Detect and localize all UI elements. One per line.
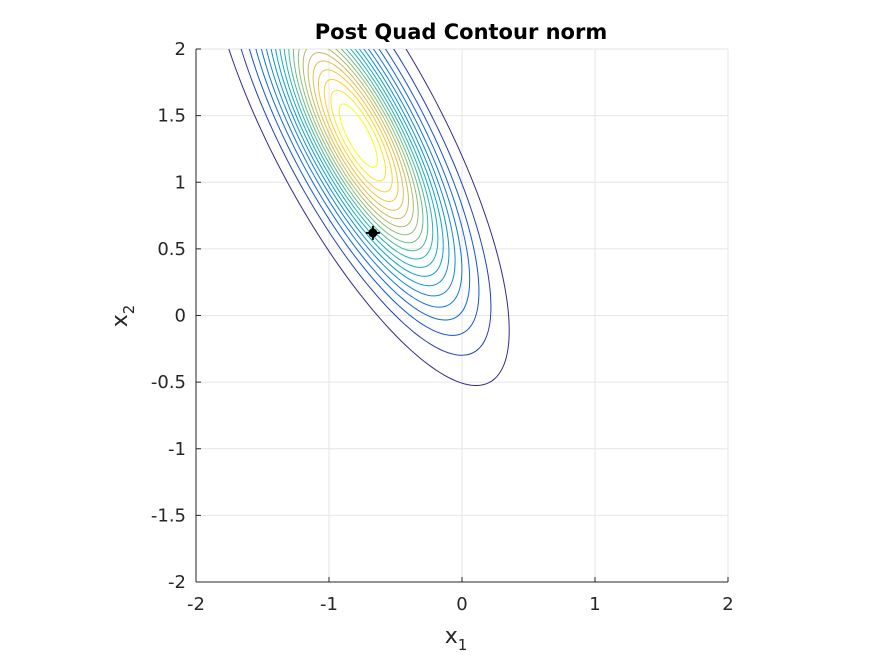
y-axis-label-sub: 2: [120, 305, 138, 315]
x-axis-label: x1: [445, 624, 468, 654]
axes: [195, 48, 729, 583]
y-axis-label-base: x: [108, 314, 133, 327]
y-tick-label: -1.5: [151, 505, 186, 526]
contour-line: [240, 49, 492, 356]
contour-line: [248, 49, 480, 336]
contour-line: [338, 103, 378, 168]
contour-line: [330, 89, 387, 182]
x-axis-label-base: x: [445, 624, 458, 649]
y-tick-label: 2: [175, 39, 186, 60]
contour-line: [323, 78, 393, 193]
x-tick-label: 0: [456, 594, 467, 615]
contour-line: [279, 49, 439, 268]
contour-line: [228, 49, 510, 386]
contour-line: [255, 49, 471, 321]
y-tick-label: 0.5: [157, 239, 186, 260]
contour-line: [260, 49, 463, 308]
mode-marker: [365, 225, 380, 240]
x-tick-labels: -2 -1 0 1 2: [187, 594, 734, 615]
contour-line: [275, 49, 444, 277]
y-tick-label: -2: [168, 572, 186, 593]
contour-line: [283, 49, 434, 260]
contour-line: [265, 49, 456, 297]
contour-line: [307, 52, 409, 220]
contour-line: [317, 69, 399, 202]
x-tick-label: -2: [187, 594, 205, 615]
contour-line: [293, 49, 424, 244]
contour-line: [297, 49, 419, 236]
y-tick-labels: -2 -1.5 -1 -0.5 0 0.5 1 1.5 2: [151, 39, 186, 593]
x-tick-label: -1: [320, 594, 338, 615]
y-tick-label: -1: [168, 439, 186, 460]
y-axis-label: x2: [108, 305, 138, 328]
y-tick-label: 1: [175, 172, 186, 193]
contour-line: [270, 49, 450, 287]
contour-group: [228, 49, 510, 386]
contour-line: [312, 60, 404, 211]
x-axis-label-sub: 1: [458, 636, 468, 654]
contour-line: [302, 49, 414, 228]
y-tick-label: 1.5: [157, 106, 186, 127]
x-tick-label: 2: [722, 594, 733, 615]
x-tick-label: 1: [589, 594, 600, 615]
contour-line: [288, 49, 429, 252]
contour-lines: [228, 49, 510, 386]
y-tick-label: -0.5: [151, 372, 186, 393]
chart-title: Post Quad Contour norm: [315, 20, 607, 44]
y-tick-label: 0: [175, 306, 186, 327]
